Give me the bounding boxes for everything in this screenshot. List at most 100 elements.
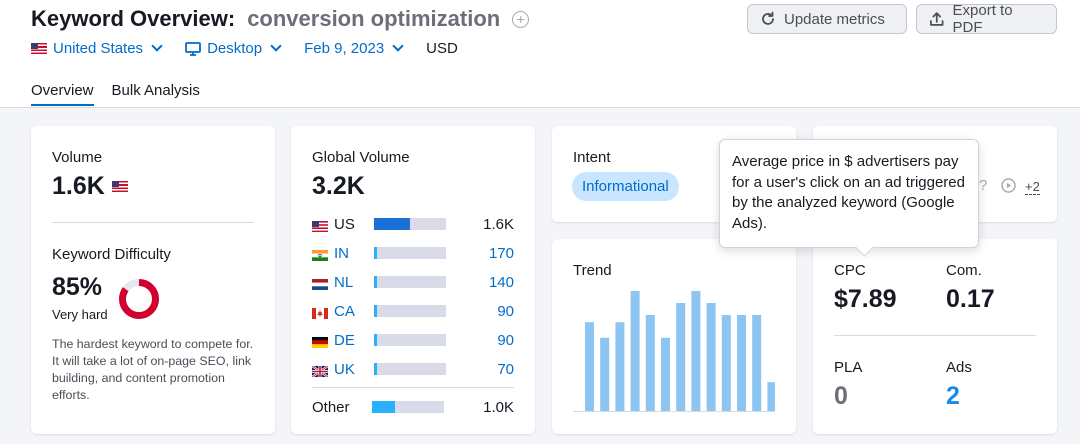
trend-label: Trend [573, 262, 612, 279]
chevron-down-icon [392, 40, 404, 52]
com-value: 0.17 [946, 285, 995, 313]
country-bar-fill [374, 218, 410, 230]
trend-bar[interactable] [706, 303, 716, 411]
trend-bar[interactable] [645, 315, 655, 411]
country-bar [374, 276, 446, 288]
country-value[interactable]: 140 [488, 273, 514, 291]
keyword-title: conversion optimization [247, 6, 501, 31]
pla-label: PLA [834, 359, 863, 376]
intent-tag[interactable]: Informational [572, 172, 679, 201]
in-flag-icon [312, 248, 328, 261]
us-flag-icon [31, 43, 47, 54]
country-code[interactable]: NL [334, 273, 354, 291]
country-value[interactable]: 170 [488, 244, 514, 262]
pla-value: 0 [834, 382, 848, 410]
export-pdf-label: Export to PDF [952, 2, 1013, 36]
kd-donut-chart [119, 279, 159, 319]
filters-bar: United States Desktop Feb 9, 2023 USD [31, 40, 458, 57]
country-bar [374, 363, 446, 375]
trend-bar[interactable] [661, 337, 670, 411]
global-volume-value: 3.2K [312, 172, 365, 200]
other-value: 1.0K [483, 398, 514, 416]
device-dropdown[interactable]: Desktop [185, 40, 282, 57]
other-row: Other 1.0K [312, 397, 514, 417]
tab-bulk-analysis[interactable]: Bulk Analysis [111, 82, 200, 99]
country-dropdown[interactable]: United States [31, 40, 163, 57]
trend-bar[interactable] [600, 337, 610, 411]
kd-label: Keyword Difficulty [52, 246, 171, 263]
cpc-card: CPC $7.89 Com. 0.17 PLA 0 Ads 2 [813, 239, 1057, 434]
kd-level: Very hard [52, 307, 108, 322]
volume-card: Volume 1.6K Keyword Difficulty 85% Very … [31, 126, 275, 434]
date-dropdown[interactable]: Feb 9, 2023 [304, 40, 404, 57]
country-row-in: IN 170 [312, 243, 514, 263]
country-code[interactable]: CA [334, 302, 355, 320]
divider [52, 222, 254, 223]
country-bar [374, 247, 446, 259]
volume-value: 1.6K [52, 172, 105, 200]
device-label: Desktop [207, 40, 263, 57]
currency-label: USD [426, 40, 458, 57]
title-row: Keyword Overview: conversion optimizatio… [31, 6, 530, 32]
trend-bar[interactable] [691, 291, 701, 411]
trend-bar[interactable] [585, 322, 594, 411]
video-icon [1001, 178, 1016, 193]
country-list: US 1.6K IN 170 NL 140 CA 90 DE 90 UK 70 [311, 214, 514, 384]
ca-flag-icon [312, 306, 328, 319]
intent-label: Intent [573, 149, 611, 166]
country-value[interactable]: 90 [497, 331, 514, 349]
country-value[interactable]: 70 [497, 360, 514, 378]
update-metrics-button[interactable]: Update metrics [747, 4, 907, 34]
country-row-nl: NL 140 [312, 272, 514, 292]
us-flag-icon [312, 219, 328, 232]
country-bar [374, 334, 446, 346]
ads-label: Ads [946, 359, 972, 376]
global-volume-label: Global Volume [312, 149, 410, 166]
global-volume-card: Global Volume 3.2K US 1.6K IN 170 NL 140 CA 90 D… [291, 126, 535, 434]
de-flag-icon [312, 335, 328, 348]
country-label: United States [53, 40, 144, 57]
volume-value-row: 1.6K [52, 172, 128, 201]
country-value[interactable]: 90 [497, 302, 514, 320]
chevron-down-icon [151, 40, 163, 52]
com-label: Com. [946, 262, 982, 279]
trend-bar[interactable] [630, 291, 640, 411]
cpc-tooltip: Average price in $ advertisers pay for a… [719, 139, 979, 248]
kd-percent: 85% [52, 273, 103, 301]
country-code: US [334, 215, 355, 233]
more-features-link[interactable]: +2 [1025, 179, 1040, 195]
country-bar-fill [374, 363, 377, 375]
country-row-us: US 1.6K [312, 214, 514, 234]
nl-flag-icon [312, 277, 328, 290]
trend-bar[interactable] [737, 315, 746, 411]
export-icon [930, 12, 944, 26]
ads-value[interactable]: 2 [946, 382, 960, 410]
uk-flag-icon [311, 364, 329, 378]
add-keyword-icon[interactable]: + [512, 10, 530, 28]
trend-bar[interactable] [721, 315, 731, 411]
trend-chart [573, 291, 775, 412]
country-row-uk: UK 70 [311, 359, 514, 379]
chevron-down-icon [270, 40, 282, 52]
country-row-de: DE 90 [312, 330, 514, 350]
desktop-icon [185, 41, 201, 56]
volume-label: Volume [52, 149, 103, 166]
kd-donut-arc [119, 279, 159, 319]
country-bar [374, 218, 446, 230]
refresh-icon [762, 11, 774, 25]
country-code[interactable]: IN [334, 244, 349, 262]
country-code[interactable]: UK [334, 360, 355, 378]
trend-bar[interactable] [676, 303, 686, 411]
trend-bar[interactable] [615, 322, 625, 411]
country-bar-fill [374, 276, 377, 288]
country-bar-fill [374, 305, 377, 317]
export-pdf-button[interactable]: Export to PDF [916, 2, 1057, 36]
question-icon: ? [979, 177, 988, 194]
trend-bar[interactable] [767, 382, 775, 411]
page-header: Keyword Overview: conversion optimizatio… [0, 0, 1080, 108]
trend-bar[interactable] [752, 315, 762, 411]
tab-overview[interactable]: Overview [31, 82, 94, 106]
country-bar-fill [374, 334, 377, 346]
update-metrics-label: Update metrics [784, 10, 885, 28]
country-code[interactable]: DE [334, 331, 355, 349]
